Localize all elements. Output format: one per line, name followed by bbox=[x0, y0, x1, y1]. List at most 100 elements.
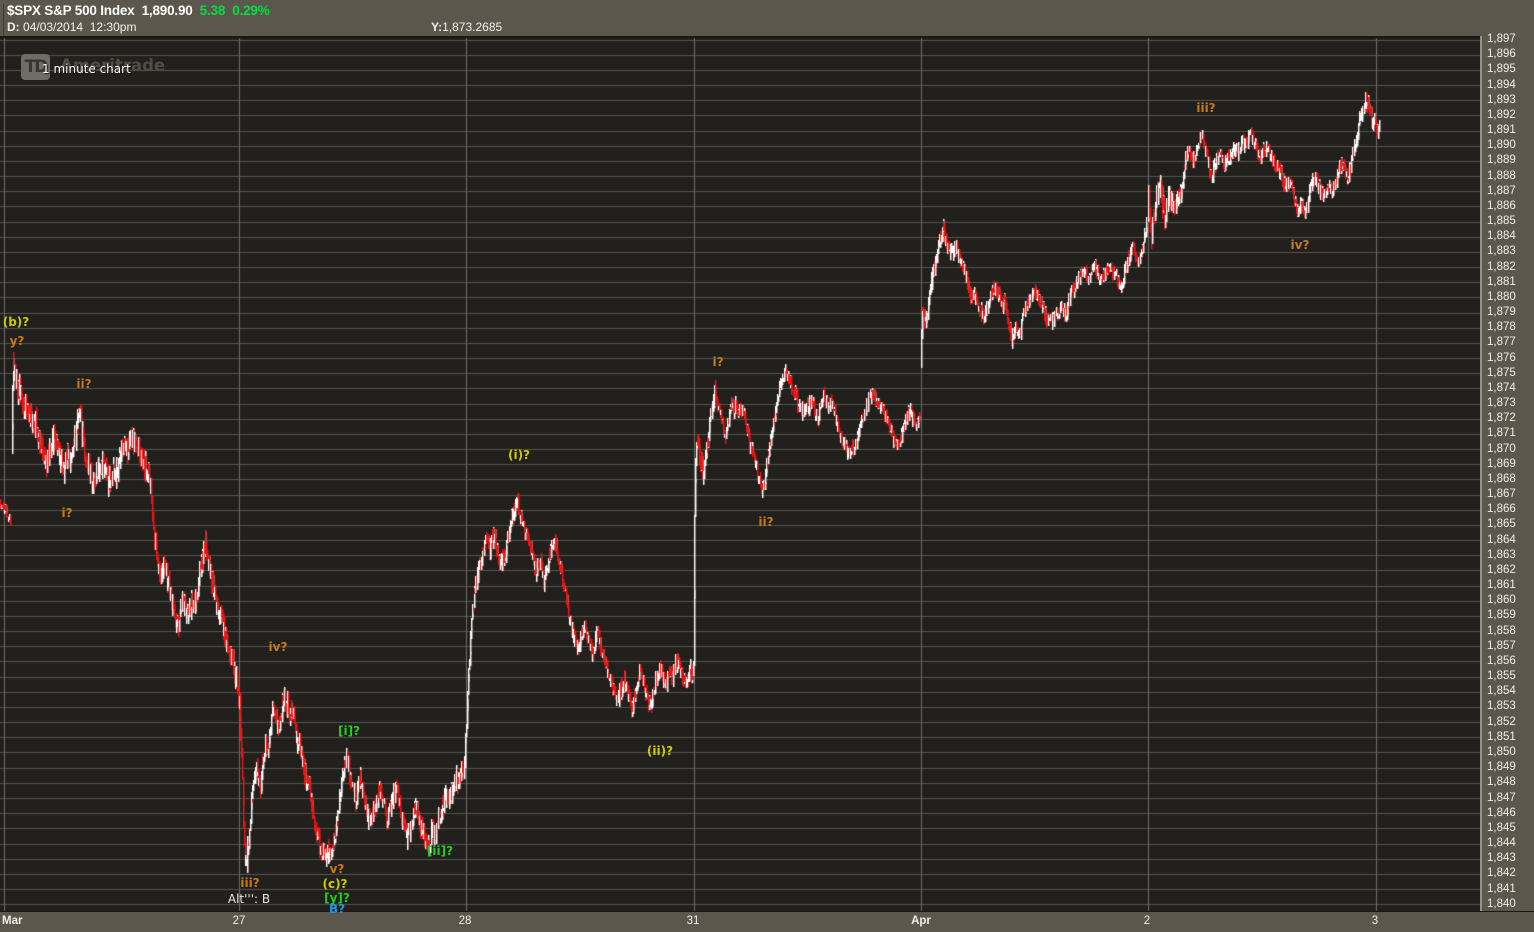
y-value: 1,873.2685 bbox=[442, 20, 503, 34]
price-tick-label: 1,870 bbox=[1487, 442, 1516, 455]
price-tick-label: 1,895 bbox=[1487, 63, 1516, 76]
wave-label[interactable]: Alt''': B bbox=[227, 892, 271, 906]
wave-label[interactable]: (ii)? bbox=[646, 744, 674, 758]
time-tick-label: 31 bbox=[686, 915, 700, 927]
chart-timeframe-label: 1 minute chart bbox=[42, 62, 131, 76]
crosshair-price-readout: Y:1,873.2685 bbox=[431, 20, 502, 34]
time-tick-label: Apr bbox=[911, 915, 931, 927]
wave-label[interactable]: y? bbox=[9, 334, 25, 348]
price-tick-label: 1,883 bbox=[1487, 245, 1516, 258]
price-tick-label: 1,863 bbox=[1487, 548, 1516, 561]
price-tick-label: 1,878 bbox=[1487, 321, 1516, 334]
price-tick-label: 1,851 bbox=[1487, 730, 1516, 743]
price-tick-label: 1,845 bbox=[1487, 821, 1516, 834]
quote-header: $SPX S&P 500 Index 1,890.90 5.38 0.29% D… bbox=[0, 0, 1534, 38]
wave-label[interactable]: iv? bbox=[1290, 238, 1310, 252]
price-tick-label: 1,840 bbox=[1487, 897, 1516, 910]
price-tick-label: 1,849 bbox=[1487, 761, 1516, 774]
price-tick-label: 1,887 bbox=[1487, 184, 1516, 197]
price-tick-label: 1,872 bbox=[1487, 412, 1516, 425]
price-tick-label: 1,884 bbox=[1487, 230, 1516, 243]
price-tick-label: 1,880 bbox=[1487, 290, 1516, 303]
price-tick-label: 1,848 bbox=[1487, 776, 1516, 789]
quote-line: $SPX S&P 500 Index 1,890.90 5.38 0.29% bbox=[7, 3, 270, 19]
wave-label[interactable]: (b)? bbox=[2, 315, 30, 329]
y-label: Y: bbox=[431, 20, 443, 34]
price-tick-label: 1,857 bbox=[1487, 639, 1516, 652]
wave-label[interactable]: (c)? bbox=[322, 877, 348, 891]
price-tick-label: 1,874 bbox=[1487, 381, 1516, 394]
price-tick-label: 1,873 bbox=[1487, 397, 1516, 410]
price-tick-label: 1,856 bbox=[1487, 654, 1516, 667]
time-value: 12:30pm bbox=[89, 20, 137, 34]
change-percent: 0.29% bbox=[232, 3, 270, 18]
price-chart-canvas[interactable] bbox=[0, 38, 1482, 911]
wave-label[interactable]: iii? bbox=[240, 876, 260, 890]
price-tick-label: 1,890 bbox=[1487, 139, 1516, 152]
time-tick-label: 28 bbox=[458, 915, 472, 927]
price-tick-label: 1,864 bbox=[1487, 533, 1516, 546]
price-tick-label: 1,855 bbox=[1487, 670, 1516, 683]
price-tick-label: 1,892 bbox=[1487, 108, 1516, 121]
price-tick-label: 1,854 bbox=[1487, 685, 1516, 698]
price-tick-label: 1,844 bbox=[1487, 837, 1516, 849]
price-tick-label: 1,875 bbox=[1487, 366, 1516, 379]
price-tick-label: 1,893 bbox=[1487, 93, 1516, 106]
price-tick-label: 1,894 bbox=[1487, 78, 1516, 91]
price-tick-label: 1,897 bbox=[1487, 33, 1516, 45]
time-tick-label: 2 bbox=[1143, 915, 1151, 927]
price-tick-label: 1,871 bbox=[1487, 427, 1516, 440]
time-tick-label: Mar bbox=[2, 915, 23, 927]
price-tick-label: 1,877 bbox=[1487, 336, 1516, 349]
price-tick-label: 1,843 bbox=[1487, 852, 1516, 865]
wave-label[interactable]: [y]? bbox=[324, 891, 350, 905]
header-bottom-border bbox=[0, 36, 1481, 38]
price-tick-label: 1,861 bbox=[1487, 579, 1516, 592]
price-axis[interactable]: 1,897 1,896 1,895 1,894 1,893 1,892 1,891 1,890… bbox=[1482, 33, 1534, 911]
price-tick-label: 1,853 bbox=[1487, 700, 1516, 713]
wave-label[interactable]: [i]? bbox=[337, 724, 361, 738]
price-tick-label: 1,842 bbox=[1487, 867, 1516, 880]
price-tick-label: 1,869 bbox=[1487, 457, 1516, 470]
price-tick-label: 1,859 bbox=[1487, 609, 1516, 622]
time-tick-label: 27 bbox=[232, 915, 246, 927]
wave-label[interactable]: iii? bbox=[1196, 101, 1216, 115]
price-tick-label: 1,882 bbox=[1487, 260, 1516, 273]
price-tick-label: 1,858 bbox=[1487, 624, 1516, 637]
wave-label[interactable]: B? bbox=[328, 902, 346, 916]
price-tick-label: 1,866 bbox=[1487, 503, 1516, 516]
date-value: 04/03/2014 bbox=[23, 20, 84, 34]
price-tick-label: 1,868 bbox=[1487, 472, 1516, 485]
wave-label[interactable]: iv? bbox=[268, 640, 288, 654]
wave-label[interactable]: i? bbox=[61, 506, 73, 520]
price-tick-label: 1,867 bbox=[1487, 488, 1516, 501]
price-tick-label: 1,860 bbox=[1487, 594, 1516, 607]
wave-label[interactable]: v? bbox=[329, 862, 345, 876]
price-tick-label: 1,885 bbox=[1487, 215, 1516, 228]
time-axis[interactable]: Mar 27 28 31 Apr 2 3 bbox=[0, 911, 1534, 932]
wave-label[interactable]: ii? bbox=[76, 377, 92, 391]
price-tick-label: 1,852 bbox=[1487, 715, 1516, 728]
price-tick-label: 1,876 bbox=[1487, 351, 1516, 364]
price-tick-label: 1,847 bbox=[1487, 791, 1516, 804]
price-tick-label: 1,886 bbox=[1487, 199, 1516, 212]
wave-label[interactable]: (i)? bbox=[507, 448, 531, 462]
time-tick-label: 3 bbox=[1371, 915, 1379, 927]
last-price: 1,890.90 bbox=[141, 3, 193, 18]
price-tick-label: 1,891 bbox=[1487, 124, 1516, 137]
price-tick-label: 1,896 bbox=[1487, 48, 1516, 61]
date-label: D: bbox=[7, 20, 20, 34]
price-tick-label: 1,865 bbox=[1487, 518, 1516, 531]
price-tick-label: 1,850 bbox=[1487, 745, 1516, 758]
wave-label[interactable]: ii? bbox=[758, 515, 774, 529]
price-tick-label: 1,881 bbox=[1487, 275, 1516, 288]
wave-label[interactable]: i? bbox=[712, 355, 724, 369]
wave-label[interactable]: [ii]? bbox=[426, 844, 454, 858]
price-tick-label: 1,841 bbox=[1487, 882, 1516, 895]
price-tick-label: 1,889 bbox=[1487, 154, 1516, 167]
crosshair-date-readout: D: 04/03/2014 12:30pm bbox=[7, 20, 136, 35]
header-divider bbox=[3, 4, 4, 36]
change-value: 5.38 bbox=[199, 3, 226, 18]
price-tick-label: 1,846 bbox=[1487, 806, 1516, 819]
